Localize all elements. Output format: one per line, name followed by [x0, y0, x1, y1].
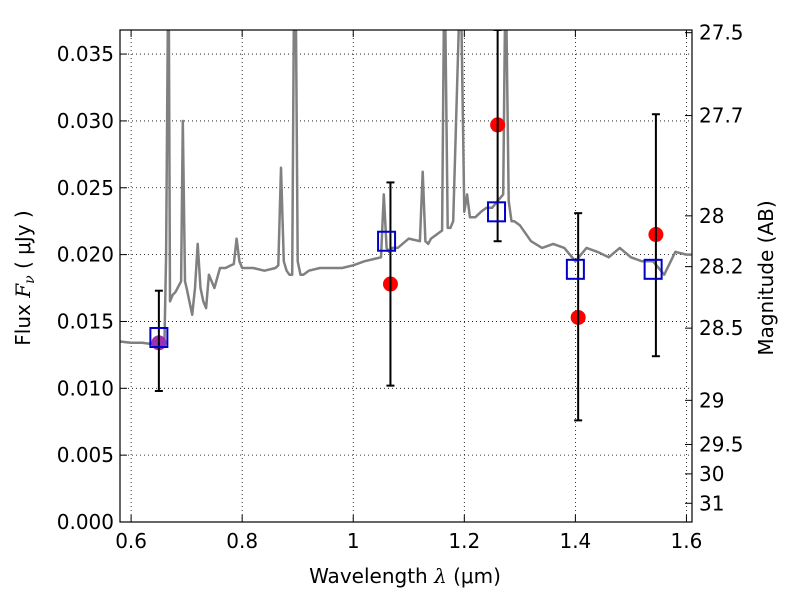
- x-tick-label: 1.4: [559, 529, 591, 553]
- model-point: [149, 327, 169, 348]
- model-point: [377, 230, 397, 252]
- y-tick-label: 0.025: [57, 176, 114, 200]
- plot-frame: [119, 29, 693, 523]
- y2-tick-label: 28.5: [699, 316, 744, 340]
- y2-tick-label: 27.7: [699, 104, 744, 128]
- y-tick-label: 0.000: [57, 510, 114, 534]
- y-tick-label: 0.015: [57, 309, 114, 333]
- x-tick-label: 1.6: [671, 529, 703, 553]
- x-tick-label: 1: [347, 529, 360, 553]
- y2-tick-label: 27.5: [699, 21, 744, 45]
- y-tick-label: 0.005: [57, 443, 114, 467]
- x-tick-label: 0.6: [115, 529, 147, 553]
- y2-tick-label: 29: [699, 388, 724, 412]
- y2-tick-label: 29.5: [699, 432, 744, 456]
- plot-series: [120, 30, 692, 422]
- grid: [120, 30, 692, 523]
- y-tick-label: 0.035: [57, 42, 114, 66]
- y-tick-label: 0.020: [57, 243, 114, 267]
- y-tick-label: 0.010: [57, 376, 114, 400]
- y2-tick-label: 30: [699, 462, 724, 486]
- ticks: 0.6 0.8 1 1.2 1.4 1.6 0.000 0.005 0.010 0.015 0.02…: [57, 21, 744, 553]
- axes-frame: [119, 29, 693, 523]
- x-tick-label: 0.8: [226, 529, 258, 553]
- y-axis-label: Flux Fν ( μJy ): [11, 210, 38, 345]
- y2-axis-label: Magnitude (AB): [754, 200, 778, 355]
- model-point: [565, 258, 585, 280]
- y2-tick-label: 28: [699, 204, 724, 228]
- x-axis-label: Wavelength λ (μm): [309, 564, 501, 588]
- spectrum-line: [120, 30, 692, 350]
- y2-tick-label: 31: [699, 491, 724, 515]
- y2-tick-label: 28.2: [699, 255, 744, 279]
- y-tick-label: 0.030: [57, 109, 114, 133]
- model-point: [643, 258, 663, 280]
- x-tick-label: 1.2: [448, 529, 480, 553]
- model-point: [487, 201, 507, 223]
